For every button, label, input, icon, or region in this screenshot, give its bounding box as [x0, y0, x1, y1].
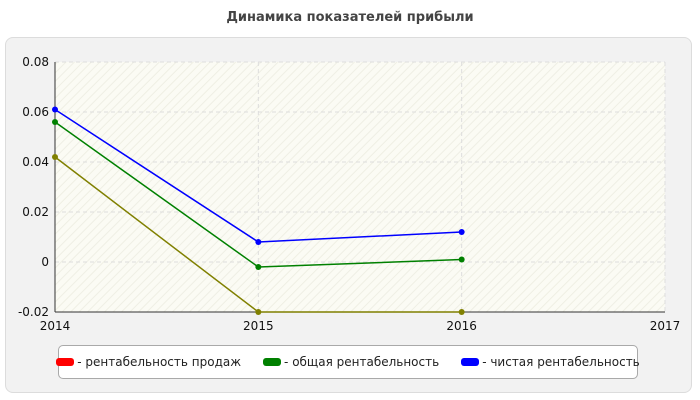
data-point[interactable]: [52, 154, 58, 160]
chart-title: Динамика показателей прибыли: [226, 10, 474, 25]
data-point[interactable]: [458, 309, 465, 315]
series-lines: [52, 106, 465, 315]
data-point[interactable]: [52, 106, 58, 113]
x-tick-label: 2014: [40, 319, 71, 333]
data-point[interactable]: [255, 239, 262, 245]
legend-item-net-profitability[interactable]: - чистая рентабельность: [461, 355, 640, 369]
y-tick-label: 0.02: [22, 205, 49, 219]
data-point[interactable]: [458, 229, 465, 235]
y-tick-label: 0.06: [22, 105, 49, 119]
data-point[interactable]: [255, 309, 262, 315]
legend-item-sales-profitability[interactable]: - рентабельность продаж: [56, 355, 241, 369]
plot-area: [55, 62, 665, 312]
legend-label: - чистая рентабельность: [482, 355, 640, 369]
y-tick-label: 0.04: [22, 155, 49, 169]
y-tick-label: 0.08: [22, 55, 49, 69]
legend-item-overall-profitability[interactable]: - общая рентабельность: [263, 355, 439, 369]
x-tick-label: 2017: [650, 319, 681, 333]
legend-swatch: [56, 358, 75, 366]
data-point[interactable]: [52, 119, 58, 125]
legend: - рентабельность продаж - общая рентабел…: [56, 345, 640, 379]
legend-swatch: [461, 358, 480, 366]
data-point[interactable]: [458, 256, 465, 263]
y-tick-label: 0: [41, 255, 49, 269]
legend-swatch: [263, 358, 282, 366]
x-tick-label: 2016: [446, 319, 477, 333]
legend-label: - общая рентабельность: [284, 355, 440, 369]
data-point[interactable]: [255, 264, 262, 270]
legend-label: - рентабельность продаж: [77, 355, 242, 369]
y-tick-label: -0.02: [18, 305, 49, 319]
x-tick-label: 2015: [243, 319, 274, 333]
